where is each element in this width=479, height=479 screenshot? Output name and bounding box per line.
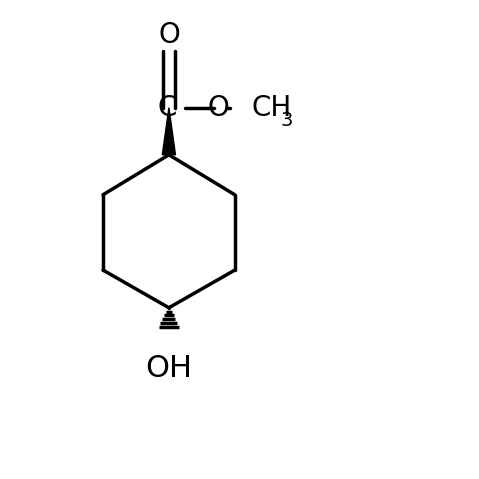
- Text: OH: OH: [146, 354, 193, 383]
- Text: C: C: [158, 94, 177, 122]
- Text: 3: 3: [280, 112, 293, 130]
- Text: O: O: [207, 94, 229, 122]
- Text: O: O: [158, 21, 180, 49]
- Polygon shape: [162, 108, 175, 155]
- Text: CH: CH: [251, 94, 292, 122]
